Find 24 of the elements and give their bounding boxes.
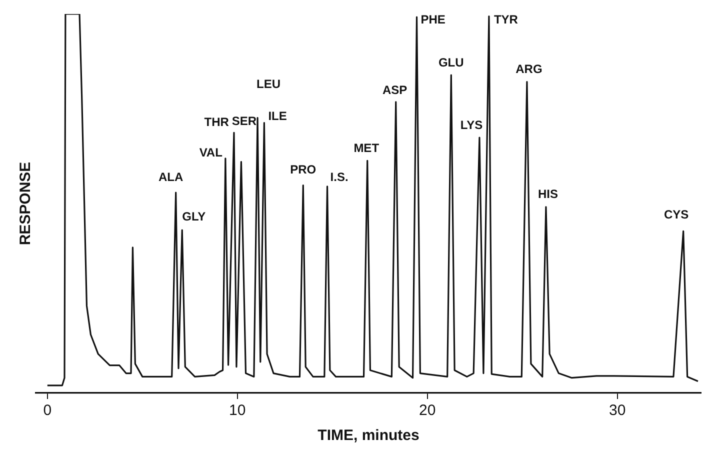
x-tick-label: 20: [419, 402, 436, 420]
annotation: ARG: [516, 62, 542, 76]
annotation: VAL: [199, 146, 222, 160]
annotation: GLY: [182, 209, 206, 224]
y-axis-title: RESPONSE: [17, 162, 34, 246]
x-axis-title: TIME, minutes: [318, 427, 420, 444]
x-tick-label: 0: [43, 402, 52, 420]
annotation: ALA: [158, 170, 184, 184]
annotation: TYR: [494, 12, 518, 27]
annotation: CYS: [664, 207, 689, 222]
annotation: THR: [204, 114, 230, 129]
annotation: SER: [232, 114, 257, 128]
annotation: I.S.: [330, 170, 348, 184]
x-tick-label: 10: [229, 402, 246, 420]
annotation: PHE: [420, 12, 446, 26]
annotation: ILE: [268, 109, 287, 124]
annotation: GLU: [438, 55, 464, 70]
annotation: PRO: [290, 162, 316, 177]
annotation: LYS: [460, 118, 483, 132]
annotation: MET: [354, 140, 380, 155]
annotation: LEU: [256, 77, 281, 92]
annotation: HIS: [538, 187, 558, 202]
annotation: ASP: [382, 83, 408, 98]
x-tick-label: 30: [609, 402, 626, 420]
